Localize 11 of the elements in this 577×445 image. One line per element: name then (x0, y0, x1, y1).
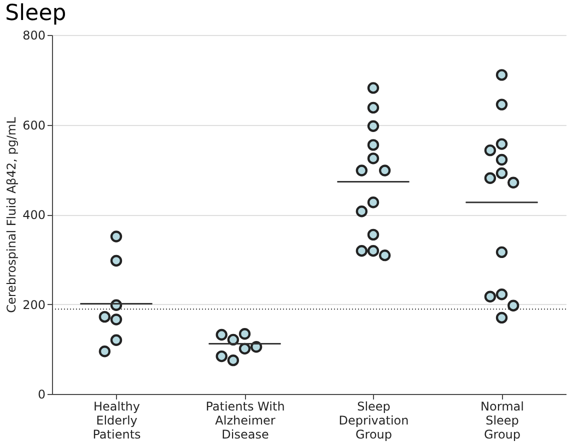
x-tick-label: Normal Sleep Group (480, 400, 524, 442)
x-tick-label: Healthy Elderly Patients (92, 400, 141, 442)
x-tick-label: Patients With Alzheimer Disease (206, 400, 285, 442)
y-tick-label: 400 (22, 208, 46, 222)
y-tick-label: 800 (22, 28, 46, 42)
chart-title: Sleep (5, 1, 66, 26)
y-tick-label: 200 (22, 298, 46, 312)
y-tick-label: 600 (22, 118, 46, 132)
x-tick-label: Sleep Deprivation Group (338, 400, 409, 442)
y-axis-title: Cerebrospinal Fluid Aβ42, pg/mL (4, 116, 19, 313)
y-tick-label: 0 (38, 388, 46, 402)
